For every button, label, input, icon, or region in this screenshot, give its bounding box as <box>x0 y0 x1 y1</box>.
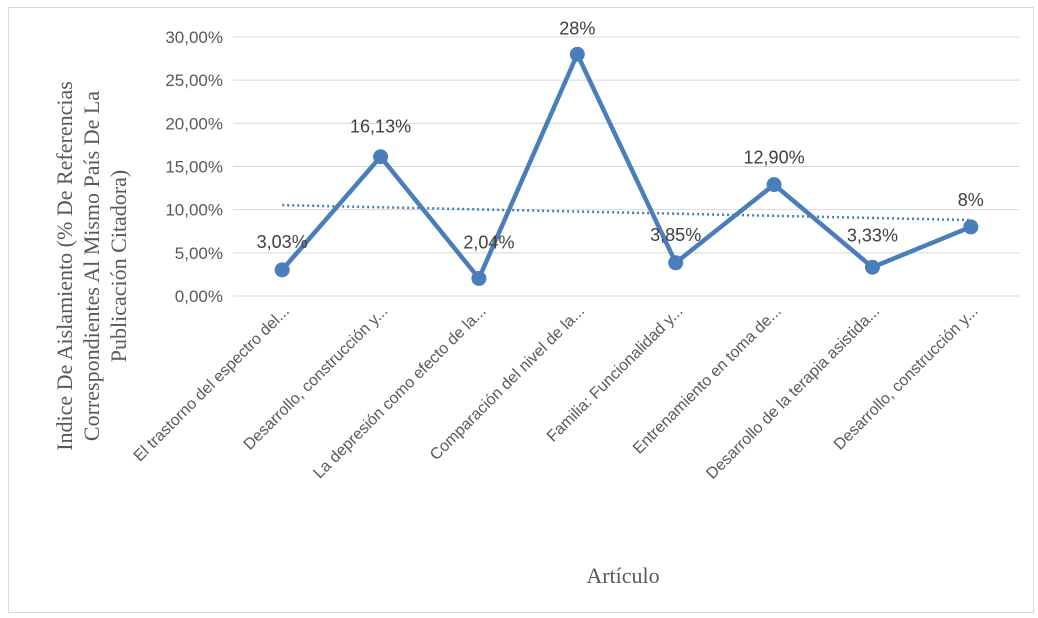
data-point <box>668 255 684 271</box>
y-tick-label: 0,00% <box>175 287 223 306</box>
data-point <box>274 262 290 278</box>
data-point <box>373 149 389 165</box>
data-label: 12,90% <box>744 148 805 168</box>
x-tick-label: El trastorno del espectro del... <box>131 303 293 465</box>
y-axis-title: Indice De Aislamiento (% De ReferenciasC… <box>52 81 131 451</box>
chart-area <box>8 7 1034 613</box>
data-point <box>766 177 782 193</box>
y-axis-ticks: 0,00% 5,00% 10,00% 15,00% 20,00% 25,00% 30,00% <box>165 28 223 306</box>
series-line <box>280 52 972 281</box>
y-tick-label: 20,00% <box>165 114 223 133</box>
x-axis-ticks: El trastorno del espectro del... Desarrol… <box>131 303 982 483</box>
x-tick-label: La depresión como efecto de la... <box>310 303 489 482</box>
x-axis-title: Artículo <box>586 563 659 588</box>
trendline <box>282 203 971 222</box>
x-tick-label: Comparación del nivel de la... <box>427 303 588 464</box>
data-label: 16,13% <box>350 117 411 137</box>
data-point <box>864 259 880 275</box>
data-points <box>274 46 979 286</box>
x-tick-label: Desarrollo de la terapia asistida... <box>703 303 883 483</box>
data-point <box>569 46 585 62</box>
y-axis-title-line: Publicación Citadora) <box>106 170 131 362</box>
data-point <box>471 270 487 286</box>
y-tick-label: 30,00% <box>165 28 223 47</box>
y-axis-title-line: Correspondientes Al Mismo País De La <box>79 91 104 441</box>
data-label: 3,33% <box>847 225 898 245</box>
data-point <box>963 219 979 235</box>
data-label: 3,85% <box>650 225 701 245</box>
y-tick-label: 25,00% <box>165 71 223 90</box>
data-label: 2,04% <box>463 232 514 252</box>
y-tick-label: 5,00% <box>175 244 223 263</box>
y-axis-title-line: Indice De Aislamiento (% De Referencias <box>52 81 77 451</box>
data-label: 28% <box>559 18 595 38</box>
data-label: 3,03% <box>257 232 308 252</box>
data-label: 8% <box>958 190 984 210</box>
gridlines <box>233 36 1020 297</box>
y-tick-label: 15,00% <box>165 158 223 177</box>
data-labels: 3,03% 16,13% 2,04% 28% 3,85% 12,90% 3,33% 8% <box>257 18 984 252</box>
y-tick-label: 10,00% <box>165 201 223 220</box>
